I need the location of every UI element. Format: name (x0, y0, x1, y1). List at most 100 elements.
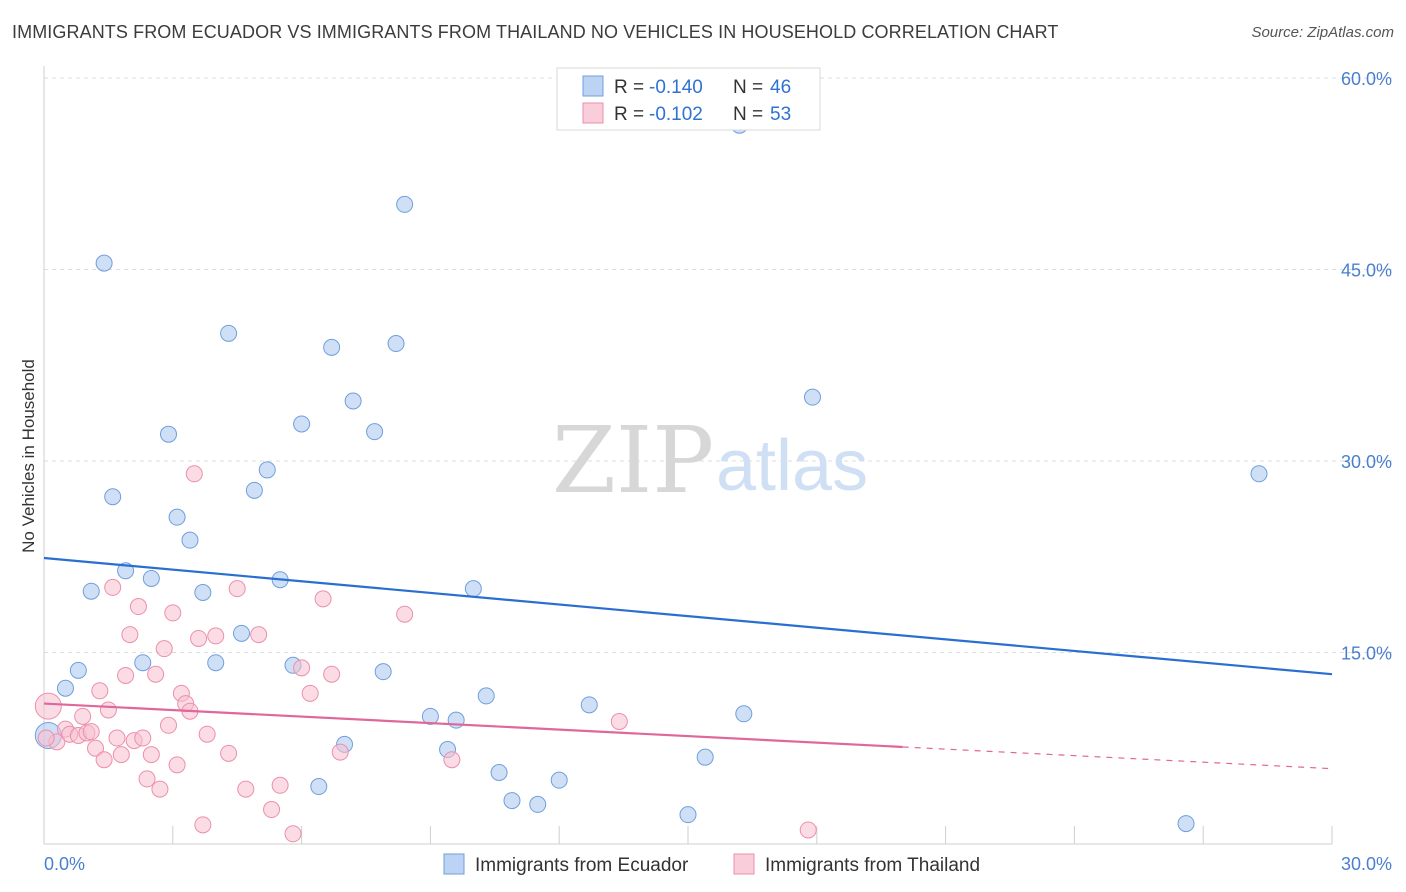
ecuador-point (142, 569, 160, 587)
thailand-point (207, 627, 225, 645)
thailand-point (134, 729, 152, 747)
ecuador-point (232, 624, 250, 642)
ecuador-point (293, 415, 311, 433)
ecuador-point (374, 663, 392, 681)
ecuador-point (168, 508, 186, 526)
watermark: ZIP atlas (552, 407, 868, 514)
y-tick-label: 30.0% (1341, 452, 1392, 472)
thailand-point (129, 598, 147, 616)
legend-box: R = -0.140 N = 46 R = -0.102 N = 53 (556, 67, 821, 131)
thailand-point (396, 605, 414, 623)
thailand-point (198, 725, 216, 743)
thailand-point (142, 746, 160, 764)
ecuador-point (344, 392, 362, 410)
grid-lines (44, 77, 1392, 653)
thailand-point (284, 825, 302, 843)
trend-lines (43, 556, 1333, 770)
ecuador-point (529, 795, 547, 813)
ecuador-point (82, 582, 100, 600)
thailand-point (237, 780, 255, 798)
chart-source: Source: ZipAtlas.com (1251, 24, 1394, 41)
trend-line-ecuador (43, 556, 1333, 676)
ecuador-point (56, 679, 74, 697)
trend-line-thailand (43, 702, 903, 749)
watermark-zip: ZIP (552, 407, 714, 514)
ecuador-point (696, 748, 714, 766)
ecuador-point (69, 661, 87, 679)
thailand-point (151, 780, 169, 798)
thailand-point (610, 712, 628, 730)
series-thailand-points (34, 465, 817, 843)
thailand-point (323, 665, 341, 683)
ecuador-point (310, 778, 328, 796)
ecuador-point (477, 687, 495, 705)
ecuador-point (580, 696, 598, 714)
ecuador-point (421, 707, 439, 725)
thailand-point (37, 729, 55, 747)
thailand-point (91, 682, 109, 700)
legend-r-value-thailand: -0.102 (649, 104, 703, 125)
legend-swatch-ecuador (582, 75, 604, 97)
bottom-legend: Immigrants from Ecuador Immigrants from … (443, 853, 980, 876)
thailand-point (147, 665, 165, 683)
thailand-point (82, 723, 100, 741)
ecuador-point (160, 425, 178, 443)
thailand-point (155, 640, 173, 658)
legend-r-label-ecuador: R = (614, 77, 644, 98)
x-tick-label-max: 30.0% (1341, 854, 1392, 874)
ecuador-point (396, 195, 414, 213)
ecuador-point (735, 705, 753, 723)
bottom-legend-swatch-thailand (733, 853, 755, 875)
ecuador-point (220, 324, 238, 342)
thailand-point (99, 701, 117, 719)
ecuador-point (194, 583, 212, 601)
ecuador-point (366, 423, 384, 441)
ecuador-point (550, 771, 568, 789)
legend-n-value-thailand: 53 (770, 104, 791, 125)
ecuador-point (679, 806, 697, 824)
ecuador-point (1177, 815, 1195, 833)
thailand-point (799, 821, 817, 839)
thailand-point (228, 580, 246, 598)
trend-line-thailand-extension (902, 746, 1333, 770)
x-tick-marks (43, 826, 1333, 844)
ecuador-point (207, 654, 225, 672)
thailand-point (34, 692, 62, 720)
chart-title: IMMIGRANTS FROM ECUADOR VS IMMIGRANTS FR… (12, 22, 1059, 42)
legend-r-value-ecuador: -0.140 (649, 77, 703, 98)
thailand-point (74, 707, 92, 725)
thailand-point (168, 756, 186, 774)
thailand-point (293, 659, 311, 677)
ecuador-point (804, 388, 822, 406)
ecuador-point (464, 580, 482, 598)
legend-n-label-ecuador: N = (733, 77, 763, 98)
thailand-point (271, 776, 289, 794)
legend-n-label-thailand: N = (733, 104, 763, 125)
thailand-point (108, 729, 126, 747)
ecuador-point (104, 488, 122, 506)
thailand-point (117, 666, 135, 684)
thailand-point (138, 770, 156, 788)
thailand-point (331, 743, 349, 761)
ecuador-point (490, 764, 508, 782)
bottom-legend-label-thailand: Immigrants from Thailand (765, 855, 980, 876)
ecuador-point (323, 338, 341, 356)
x-tick-label-min: 0.0% (44, 854, 85, 874)
thailand-point (160, 716, 178, 734)
thailand-point (314, 590, 332, 608)
thailand-point (263, 801, 281, 819)
y-axis-label: No Vehicles in Household (19, 359, 38, 553)
legend-swatch-thailand (582, 102, 604, 124)
watermark-atlas: atlas (716, 426, 868, 506)
y-tick-label: 45.0% (1341, 261, 1392, 281)
y-tick-labels: 15.0% 30.0% 45.0% 60.0% (1341, 69, 1392, 664)
thailand-point (250, 626, 268, 644)
legend-r-label-thailand: R = (614, 104, 644, 125)
thailand-point (87, 739, 105, 757)
ecuador-point (245, 481, 263, 499)
ecuador-point (95, 254, 113, 272)
bottom-legend-label-ecuador: Immigrants from Ecuador (475, 855, 689, 876)
bottom-legend-swatch-ecuador (443, 853, 465, 875)
ecuador-point (1250, 465, 1268, 483)
